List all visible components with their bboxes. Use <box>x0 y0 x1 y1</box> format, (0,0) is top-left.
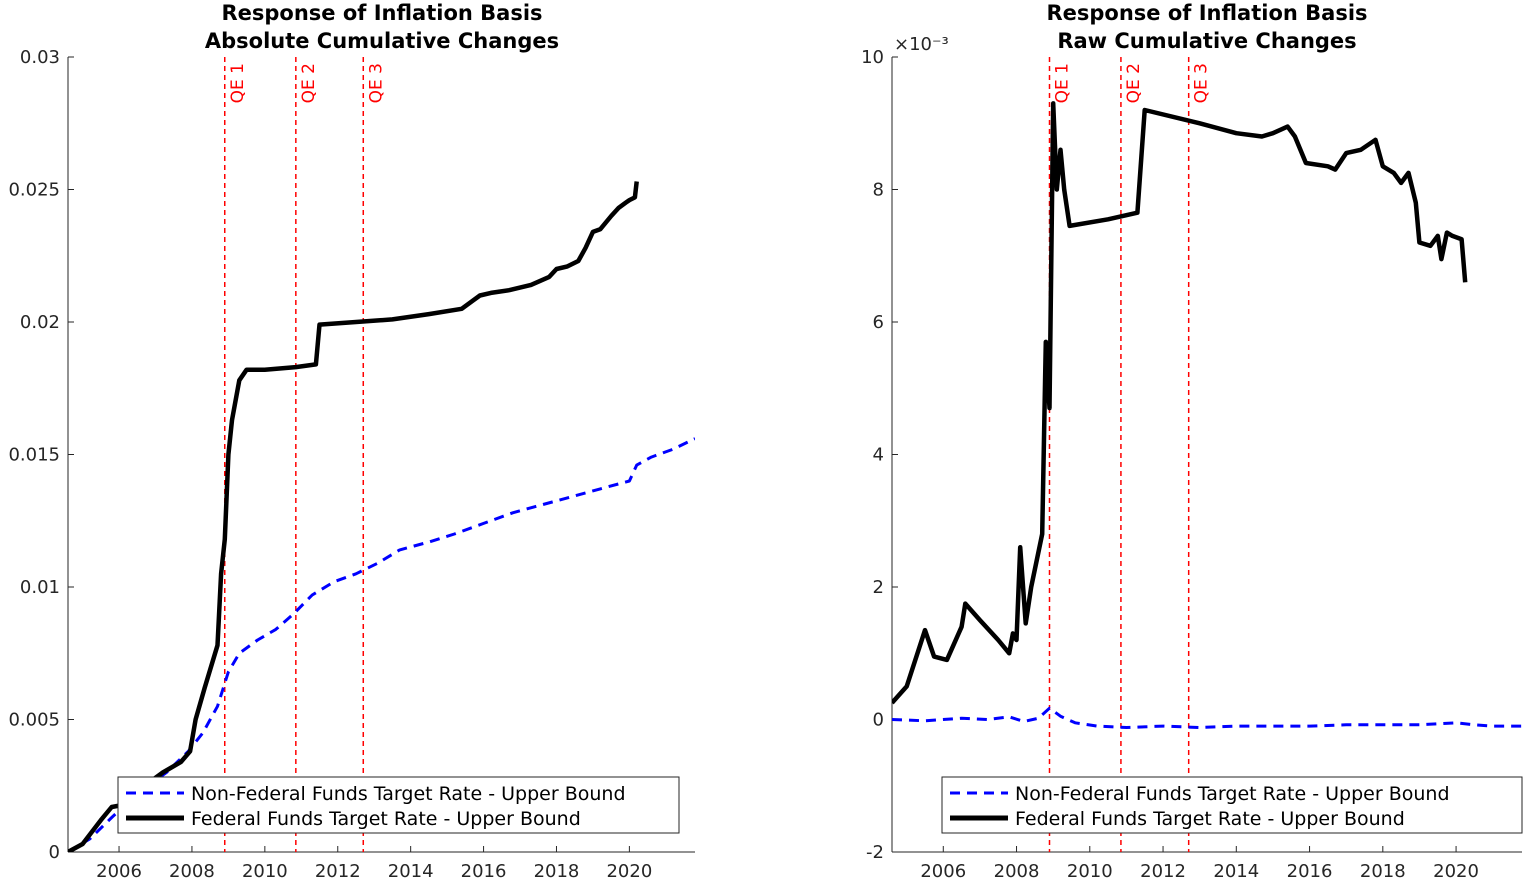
x-tick-label: 2016 <box>1287 861 1333 882</box>
x-tick-label: 2018 <box>534 861 580 882</box>
y-tick-label: 8 <box>873 180 884 201</box>
x-tick-label: 2012 <box>1140 861 1186 882</box>
qe-label-2: QE 2 <box>1124 63 1144 103</box>
y-tick-label: 10 <box>861 47 884 68</box>
legend-label-2: Federal Funds Target Rate - Upper Bound <box>191 808 581 830</box>
x-tick-label: 2008 <box>169 861 215 882</box>
y-tick-label: 0.005 <box>8 710 60 731</box>
qe-label-3: QE 3 <box>366 63 386 103</box>
legend-box <box>117 776 680 834</box>
chart-title-line-2: Raw Cumulative Changes <box>1057 29 1356 53</box>
chart-panel-2: Response of Inflation Basis Raw Cumulativ… <box>861 1 1523 882</box>
qe-label-2: QE 2 <box>299 63 319 103</box>
chart-title-line-1: Response of Inflation Basis <box>1046 1 1367 25</box>
qe-label-1: QE 1 <box>1053 63 1073 103</box>
x-tick-label: 2006 <box>920 861 966 882</box>
legend: Non-Federal Funds Target Rate - Upper Bo… <box>117 776 680 834</box>
x-tick-label: 2020 <box>1433 861 1479 882</box>
qe-label-1: QE 1 <box>228 63 248 103</box>
y-tick-label: 0.015 <box>8 445 60 466</box>
legend-box <box>941 776 1523 834</box>
x-tick-label: 2014 <box>388 861 434 882</box>
x-tick-label: 2020 <box>606 861 652 882</box>
x-tick-label: 2016 <box>461 861 507 882</box>
chart-panel-1: Response of Inflation Basis Absolute Cumu… <box>8 1 695 882</box>
series-line-1 <box>68 437 695 852</box>
y-tick-label: 0 <box>49 842 60 863</box>
legend-label-1: Non-Federal Funds Target Rate - Upper Bo… <box>191 783 626 805</box>
series-line-2 <box>892 101 1468 705</box>
x-tick-label: 2012 <box>315 861 361 882</box>
y-tick-label: 0.01 <box>20 577 60 598</box>
y-tick-label: 0.03 <box>20 47 60 68</box>
legend-label-2: Federal Funds Target Rate - Upper Bound <box>1015 808 1405 830</box>
x-tick-label: 2018 <box>1360 861 1406 882</box>
x-tick-label: 2010 <box>1067 861 1113 882</box>
y-tick-label: 2 <box>873 577 884 598</box>
x-tick-label: 2014 <box>1213 861 1259 882</box>
x-tick-label: 2008 <box>994 861 1040 882</box>
x-tick-label: 2006 <box>96 861 142 882</box>
y-tick-label: 0.025 <box>8 180 60 201</box>
legend: Non-Federal Funds Target Rate - Upper Bo… <box>941 776 1523 834</box>
legend-label-1: Non-Federal Funds Target Rate - Upper Bo… <box>1015 783 1450 805</box>
series-line-1 <box>892 706 1522 729</box>
y-tick-label: 6 <box>873 312 884 333</box>
x-tick-label: 2010 <box>242 861 288 882</box>
series-line-2 <box>68 181 639 852</box>
y-tick-label: 4 <box>873 445 884 466</box>
qe-label-3: QE 3 <box>1192 63 1212 103</box>
chart-title-line-2: Absolute Cumulative Changes <box>205 29 559 53</box>
y-tick-label: 0 <box>873 710 884 731</box>
y-tick-label: -2 <box>866 842 884 863</box>
y-tick-label: 0.02 <box>20 312 60 333</box>
chart-title-line-1: Response of Inflation Basis <box>221 1 542 25</box>
y-exponent-label: ×10⁻³ <box>894 34 949 55</box>
